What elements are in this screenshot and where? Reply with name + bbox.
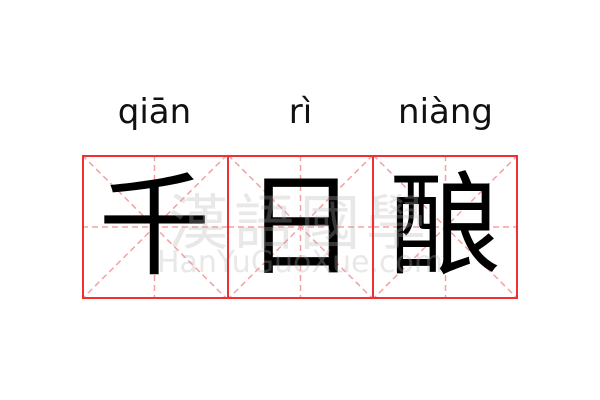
guide-lines bbox=[373, 155, 518, 299]
character-cell-2: 酿 bbox=[373, 155, 518, 299]
grid-frame bbox=[82, 155, 518, 299]
guide-lines bbox=[228, 155, 373, 299]
pinyin-1: rì bbox=[288, 92, 313, 132]
guide-lines bbox=[82, 155, 227, 299]
pinyin-2: niàng bbox=[398, 92, 493, 132]
hanzi-0: 千 bbox=[98, 162, 211, 292]
grid-divider bbox=[372, 155, 374, 299]
pinyin-0: qiān bbox=[117, 92, 192, 132]
hanzi-1: 日 bbox=[244, 162, 357, 292]
grid-divider bbox=[227, 155, 229, 299]
hanzi-2: 酿 bbox=[389, 162, 502, 292]
character-cell-1: 日 bbox=[228, 155, 373, 299]
character-cell-0: 千 bbox=[82, 155, 227, 299]
